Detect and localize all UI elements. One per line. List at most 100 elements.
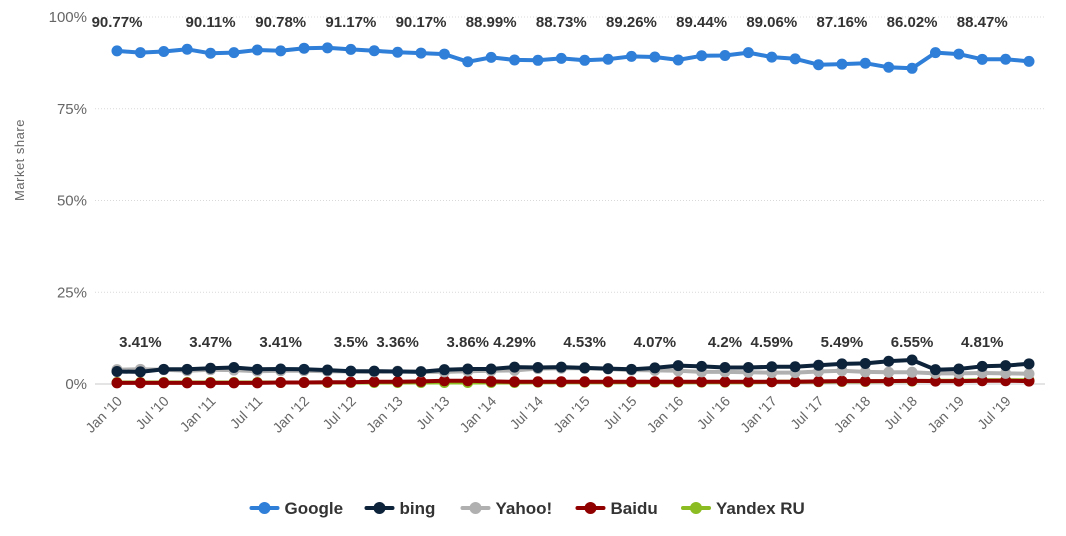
data-point <box>742 361 754 373</box>
series-google <box>111 42 1035 74</box>
legend-item[interactable]: Yandex RU <box>681 499 805 518</box>
data-point <box>532 361 544 373</box>
data-point <box>859 57 871 69</box>
legend-item[interactable]: bing <box>364 499 436 518</box>
data-point <box>976 375 988 387</box>
data-point <box>298 377 310 389</box>
data-point <box>181 43 193 55</box>
data-point <box>1000 367 1012 379</box>
data-point <box>415 366 427 378</box>
data-point <box>859 366 871 378</box>
data-point <box>953 363 965 375</box>
data-point <box>906 354 918 366</box>
data-point <box>719 50 731 62</box>
data-point <box>953 48 965 60</box>
data-label: 3.5% <box>334 334 368 351</box>
data-point <box>789 53 801 65</box>
data-point <box>555 361 567 373</box>
data-point <box>392 46 404 58</box>
data-point <box>883 355 895 367</box>
data-point <box>929 47 941 59</box>
x-tick-label: Jan '15 <box>550 393 593 436</box>
data-point <box>906 375 918 387</box>
data-point <box>579 376 591 388</box>
data-point <box>859 375 871 387</box>
data-point <box>205 377 217 389</box>
data-point <box>205 47 217 59</box>
grid-lines <box>95 16 1045 385</box>
series-line <box>115 358 1031 374</box>
series-baidu <box>111 375 1035 389</box>
y-axis-label: Market share <box>12 119 27 201</box>
data-point <box>345 376 357 388</box>
data-point <box>1000 360 1012 372</box>
x-tick-label: Jan '14 <box>456 393 499 436</box>
data-label: 90.11% <box>186 14 236 31</box>
data-point <box>228 47 240 59</box>
x-tick-label: Jan '10 <box>82 393 125 436</box>
data-point <box>602 53 614 65</box>
x-tick-label: Jan '18 <box>830 393 873 436</box>
data-point <box>532 376 544 388</box>
data-point <box>368 376 380 388</box>
data-point <box>953 375 965 387</box>
y-tick-label: 75% <box>57 101 87 118</box>
data-point <box>766 376 778 388</box>
data-point <box>275 377 287 389</box>
data-point <box>321 42 333 54</box>
data-point <box>509 361 521 373</box>
data-point <box>205 362 217 374</box>
x-tick-label: Jul '12 <box>319 393 359 433</box>
data-point <box>251 377 263 389</box>
data-point <box>625 50 637 62</box>
data-point <box>625 363 637 375</box>
data-point <box>415 375 427 387</box>
data-point <box>813 59 825 71</box>
data-point <box>158 363 170 375</box>
data-point <box>275 45 287 57</box>
y-tick-label: 100% <box>49 9 87 26</box>
data-point <box>813 375 825 387</box>
data-point <box>836 375 848 387</box>
data-point <box>625 376 637 388</box>
legend-label: bing <box>400 499 436 518</box>
data-point <box>181 377 193 389</box>
series-group <box>111 42 1035 389</box>
data-point <box>929 375 941 387</box>
data-point <box>602 376 614 388</box>
data-label: 4.59% <box>750 334 793 351</box>
legend-label: Yahoo! <box>496 499 553 518</box>
x-tick-label: Jan '17 <box>737 393 780 436</box>
series-bing <box>111 354 1035 378</box>
data-point <box>158 377 170 389</box>
data-point <box>181 363 193 375</box>
data-point <box>976 53 988 65</box>
data-point <box>883 61 895 73</box>
legend-item[interactable]: Baidu <box>575 499 658 518</box>
data-point <box>555 376 567 388</box>
data-point <box>509 376 521 388</box>
legend-item[interactable]: Yahoo! <box>460 499 553 518</box>
data-point <box>719 376 731 388</box>
data-label: 3.47% <box>189 334 232 351</box>
x-tick-label: Jul '17 <box>787 393 827 433</box>
data-point <box>696 376 708 388</box>
legend-item[interactable]: Google <box>249 499 344 518</box>
data-point <box>1023 55 1035 67</box>
legend-label: Google <box>285 499 344 518</box>
data-label: 88.99% <box>466 14 517 31</box>
data-label: 91.17% <box>325 14 376 31</box>
x-tick-label: Jan '12 <box>269 393 312 436</box>
legend-label: Baidu <box>611 499 658 518</box>
data-point <box>111 377 123 389</box>
data-label: 3.36% <box>376 334 419 351</box>
data-point <box>485 375 497 387</box>
data-point <box>462 363 474 375</box>
data-point <box>602 363 614 375</box>
data-label: 88.47% <box>957 14 1008 31</box>
data-point <box>321 376 333 388</box>
data-point <box>275 363 287 375</box>
legend-label: Yandex RU <box>716 499 805 518</box>
legend[interactable]: Google bing Yahoo! Baidu Yandex RU <box>249 499 805 518</box>
